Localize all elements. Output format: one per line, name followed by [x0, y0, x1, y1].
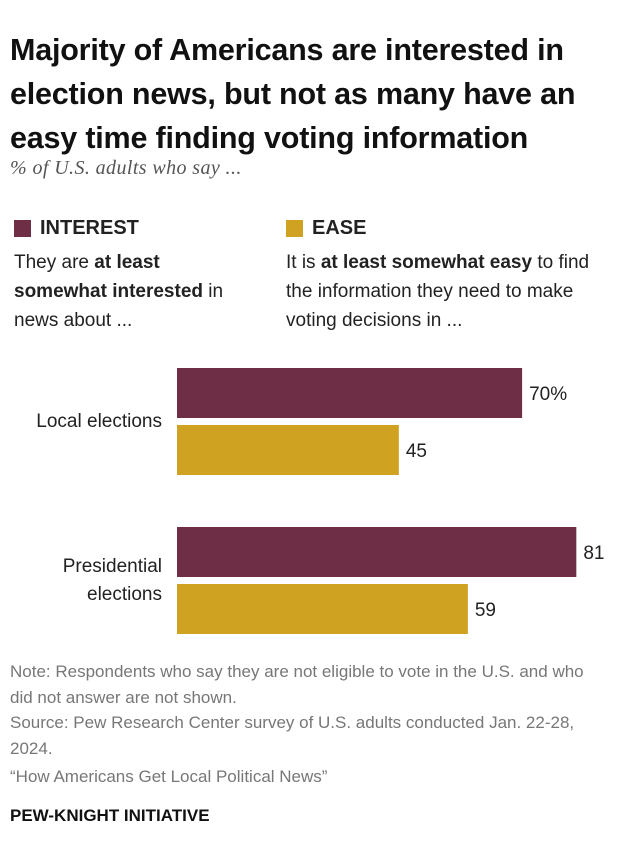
chart-title: Majority of Americans are interested in …	[10, 33, 576, 155]
legend-swatch-ease	[286, 220, 303, 237]
bar-ease-0	[177, 425, 399, 475]
chart-subtitle: % of U.S. adults who say ...	[10, 157, 242, 179]
legend-interest: INTEREST They are at least somewhat inte…	[14, 217, 264, 335]
data-label-ease-0: 45	[406, 441, 427, 462]
report-title: “How Americans Get Local Political News”	[10, 767, 328, 786]
category-label-presidential: Presidential elections	[62, 556, 162, 605]
note-text: Note: Respondents who say they are not e…	[10, 662, 584, 707]
data-label-ease-1: 59	[475, 600, 496, 621]
legend-desc-interest: They are at least somewhat interested in…	[14, 252, 224, 331]
data-label-interest-0: 70%	[529, 384, 567, 405]
legend-swatch-interest	[14, 220, 31, 237]
bar-interest-0	[177, 368, 523, 418]
bar-interest-1	[177, 527, 577, 577]
legend-ease: EASE It is at least somewhat easy to fin…	[286, 217, 606, 335]
legend-label-ease: EASE	[312, 217, 367, 239]
category-label-local: Local elections	[36, 411, 162, 432]
legend-desc-ease: It is at least somewhat easy to find the…	[286, 252, 590, 331]
brand-label: PEW-KNIGHT INITIATIVE	[10, 806, 210, 825]
bar-ease-1	[177, 584, 468, 634]
source-text: Source: Pew Research Center survey of U.…	[10, 713, 575, 758]
data-label-interest-1: 81	[583, 543, 604, 564]
legend-label-interest: INTEREST	[40, 217, 139, 239]
